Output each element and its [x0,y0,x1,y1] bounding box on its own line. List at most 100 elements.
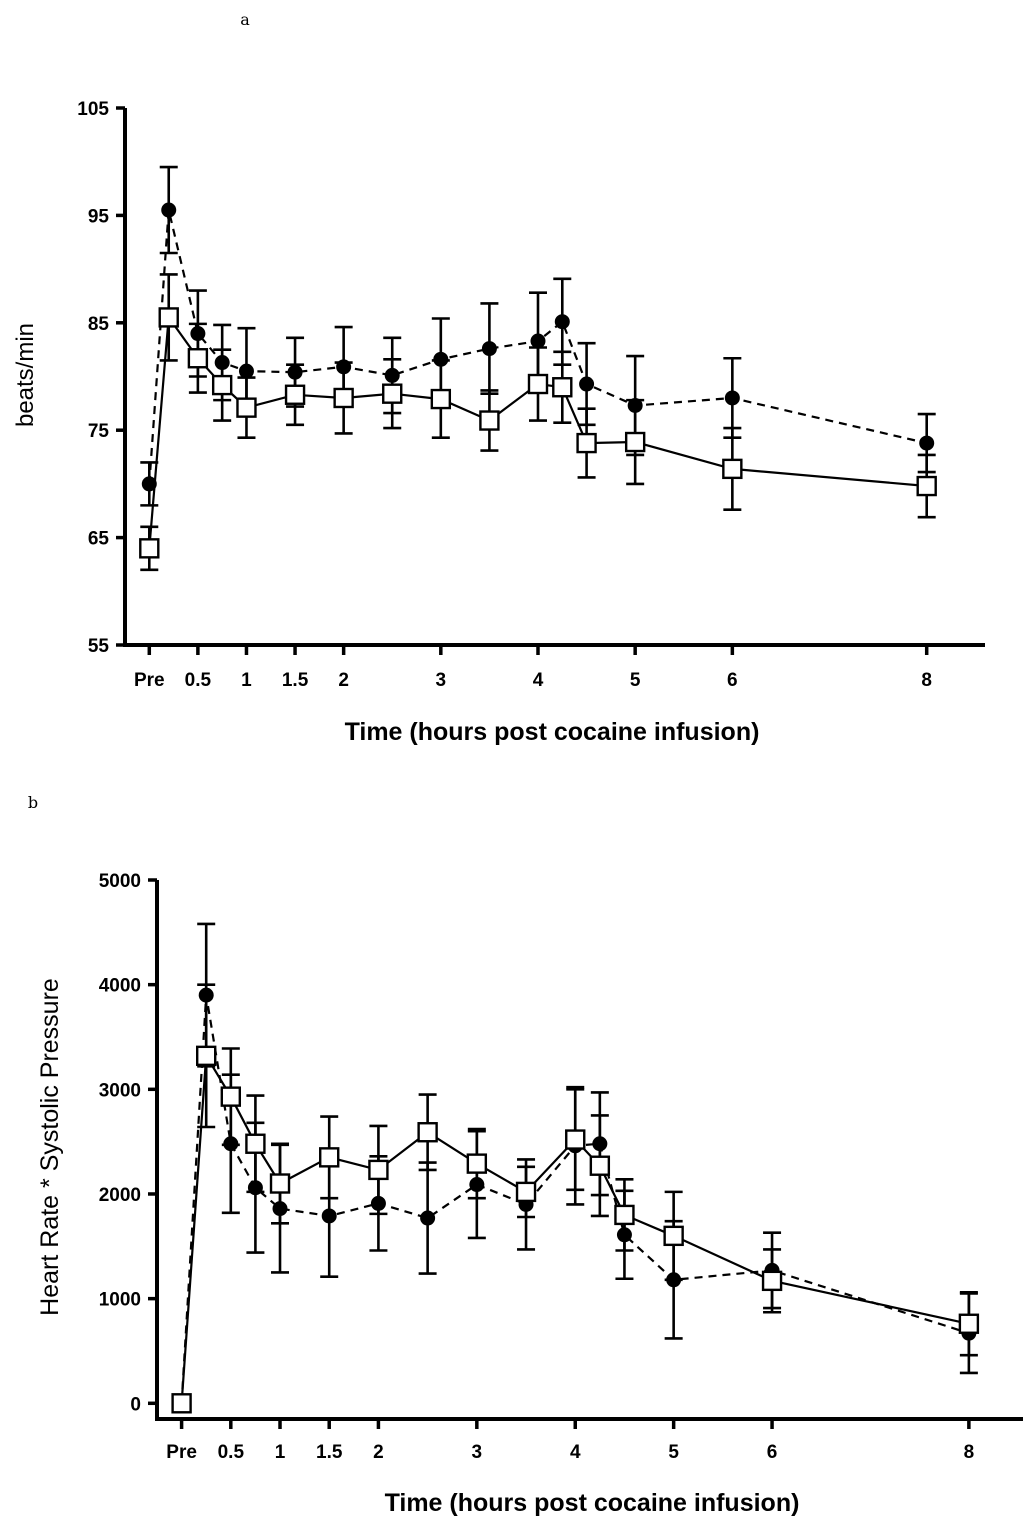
panel-b-y-tick-label: 3000 [99,1080,141,1101]
data-point-circle [161,202,177,218]
data-point-circle [469,1177,485,1193]
data-point-square [761,1270,783,1292]
panel-b: b 0 1000 2000 3000 4000 5000 Pre 0.5 1 1.5 2 3 4 5 6 8… [28,793,1023,1517]
panel-b-letter: b [28,793,38,812]
panel-b-markers [171,1045,980,1414]
data-point-circle [190,326,206,342]
data-point-square [211,374,233,396]
panel-a-y-tick-label: 85 [88,314,110,335]
data-point-square [196,1045,217,1067]
data-point-square [614,1204,635,1226]
data-point-square [958,1313,980,1334]
data-point-circle [530,333,546,349]
panel-b-series-circles [180,922,978,1404]
panel-a-y-tick-label: 55 [88,636,110,657]
panel-b-axes [155,880,1023,1421]
data-point-square [319,1147,340,1168]
data-point-square [236,397,257,418]
data-point-square [269,1173,291,1194]
panel-a-markers [141,202,935,492]
series-line [180,994,970,1404]
data-point-circle [433,351,449,367]
data-point-circle [223,1136,239,1152]
data-point-square [368,1159,389,1181]
panel-a-y-axis-title: beats/min [12,323,39,427]
data-point-square [417,1122,438,1143]
data-point-square [430,388,452,410]
data-point-circle [919,435,935,451]
data-point-circle [272,1201,288,1217]
panel-a-x-tick-label: 3 [436,670,447,691]
data-point-circle [592,1136,608,1152]
data-point-circle [616,1227,632,1243]
data-point-circle [666,1272,682,1288]
panel-b-y-tick-label: 4000 [99,976,141,997]
data-point-circle [247,1180,263,1196]
data-point-square [589,1155,611,1176]
panel-a-x-tick-label: Pre [134,670,165,691]
data-point-circle [384,367,400,383]
data-point-square [333,387,354,409]
panel-b-x-tick-label: 5 [668,1442,679,1463]
data-point-square [515,1181,537,1203]
panel-a-axes [123,108,985,647]
data-point-circle [370,1195,386,1211]
data-point-circle [627,397,643,413]
data-point-square [158,307,179,328]
panel-a-x-tick-label: 1 [241,670,252,691]
panel-b-x-ticks: Pre 0.5 1 1.5 2 3 4 5 6 8 [166,1419,974,1463]
data-point-circle [198,987,214,1003]
panel-b-x-tick-label: Pre [166,1442,197,1463]
data-point-square [284,384,306,405]
panel-a-x-tick-label: 2 [338,670,349,691]
panel-b-x-tick-label: 1 [275,1442,286,1463]
panel-a-y-tick-label: 95 [88,206,110,227]
panel-b-x-tick-label: 1.5 [316,1442,343,1463]
data-point-circle [214,355,230,371]
panel-b-y-tick-label: 5000 [99,871,141,892]
series-line [148,314,927,549]
panel-b-y-axis-title: Heart Rate * Systolic Pressure [36,978,64,1316]
data-point-circle [724,390,740,406]
panel-a-x-tick-label: 6 [727,670,738,691]
data-point-square [576,432,597,454]
data-point-square [139,538,160,559]
panel-b-y-tick-label: 0 [130,1394,141,1415]
data-point-circle [238,363,254,379]
data-point-square [916,475,937,497]
panel-a-y-tick-label: 65 [88,529,110,550]
panel-b-x-tick-label: 4 [570,1442,581,1463]
panel-a-x-tick-label: 4 [533,670,544,691]
panel-a-x-tick-label: 0.5 [185,670,212,691]
data-point-square [565,1129,586,1150]
data-point-circle [554,314,570,330]
data-point-circle [481,341,497,357]
panel-b-x-tick-label: 0.5 [218,1442,245,1463]
data-point-square [466,1153,488,1174]
data-point-square [187,348,209,369]
data-point-square [382,383,403,404]
panel-a-x-axis-title: Time (hours post cocaine infusion) [345,718,760,746]
panel-a: a 55 65 75 85 95 105 Pre 0.5 1 1.5 2 3 4 5 6 8 Time (h… [12,10,985,746]
data-point-square [220,1086,242,1107]
data-point-square [722,458,743,480]
panel-a-y-tick-label: 75 [88,421,110,442]
panel-a-y-ticks: 55 65 75 85 95 105 [77,99,125,657]
data-point-circle [287,364,303,380]
data-point-square [479,410,500,431]
data-point-circle [141,476,157,492]
panel-b-x-tick-label: 8 [964,1442,975,1463]
panel-b-y-ticks: 0 1000 2000 3000 4000 5000 [99,871,157,1415]
data-point-circle [579,376,595,392]
data-point-circle [336,359,352,375]
panel-b-x-tick-label: 2 [373,1442,384,1463]
panel-b-series-squares [180,983,978,1404]
data-point-square [245,1133,266,1154]
panel-b-y-tick-label: 2000 [99,1185,141,1206]
data-point-square [624,431,646,453]
panel-b-series [171,922,980,1414]
series-line [148,209,927,484]
series-line [180,1052,970,1404]
panel-b-y-tick-label: 1000 [99,1290,141,1311]
data-point-square [552,377,573,398]
